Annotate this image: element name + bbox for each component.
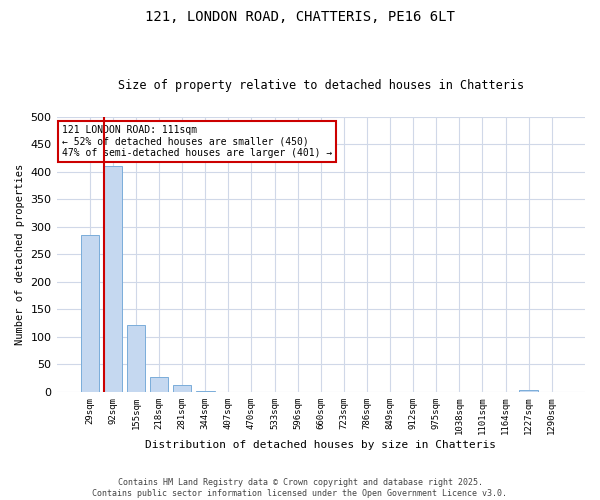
Bar — [127, 325, 145, 392]
Title: Size of property relative to detached houses in Chatteris: Size of property relative to detached ho… — [118, 79, 524, 92]
X-axis label: Distribution of detached houses by size in Chatteris: Distribution of detached houses by size … — [145, 440, 496, 450]
Bar — [520, 390, 538, 392]
Text: 121 LONDON ROAD: 111sqm
← 52% of detached houses are smaller (450)
47% of semi-d: 121 LONDON ROAD: 111sqm ← 52% of detache… — [62, 125, 332, 158]
Bar — [196, 391, 215, 392]
Bar — [104, 166, 122, 392]
Text: 121, LONDON ROAD, CHATTERIS, PE16 6LT: 121, LONDON ROAD, CHATTERIS, PE16 6LT — [145, 10, 455, 24]
Y-axis label: Number of detached properties: Number of detached properties — [15, 164, 25, 345]
Bar — [80, 235, 99, 392]
Text: Contains HM Land Registry data © Crown copyright and database right 2025.
Contai: Contains HM Land Registry data © Crown c… — [92, 478, 508, 498]
Bar — [150, 376, 169, 392]
Bar — [173, 385, 191, 392]
